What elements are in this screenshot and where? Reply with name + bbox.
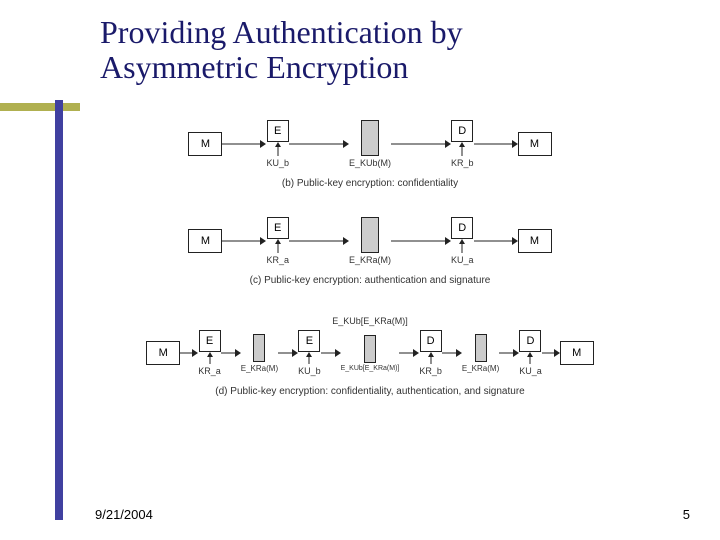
arrow-icon (289, 138, 349, 150)
key-label: KR_b (451, 158, 474, 168)
decrypt-op-b: D KR_b (451, 120, 474, 168)
encrypt-op-c: E KR_a (266, 217, 289, 265)
arrow-icon (474, 235, 518, 247)
caption-b: (b) Public-key encryption: confidentiali… (282, 178, 458, 189)
title-line-2: Asymmetric Encryption (100, 49, 408, 85)
key-arrow-up-icon (304, 352, 314, 364)
arrow-icon (391, 235, 451, 247)
key-label: KR_a (198, 366, 221, 376)
op-encrypt: E (267, 217, 289, 239)
encrypt-op-b: E KU_b (266, 120, 289, 168)
key-label: KU_b (298, 366, 321, 376)
encrypt1-d: E KR_a (198, 330, 221, 376)
key-arrow-up-icon (525, 352, 535, 364)
arrow-icon (221, 347, 241, 359)
footer-date: 9/21/2004 (95, 507, 153, 522)
cipher-label: E_KRa(M) (349, 255, 391, 265)
ciphertext-c: E_KRa(M) (349, 217, 391, 265)
cipher-box (475, 334, 487, 362)
key-label: KR_a (266, 255, 289, 265)
key-arrow-up-icon (457, 239, 467, 253)
plaintext-box: M (188, 229, 222, 253)
key-arrow-up-icon (273, 142, 283, 156)
plaintext-box: M (518, 132, 552, 156)
op-decrypt: D (420, 330, 442, 352)
cipher1-d: E_KRa(M) (241, 334, 278, 373)
ciphertext-b: E_KUb(M) (349, 120, 391, 168)
diagram-row-b: M E KU_b E_KUb(M) D KR_b (90, 120, 650, 189)
op-decrypt: D (451, 217, 473, 239)
diagram-content: M E KU_b E_KUb(M) D KR_b (90, 120, 650, 425)
flow-d: M E KR_a E_KRa(M) E KU_b (146, 330, 594, 376)
plaintext-box: M (560, 341, 594, 365)
plaintext-box: M (146, 341, 180, 365)
caption-c: (c) Public-key encryption: authenticatio… (250, 275, 491, 286)
title-line-1: Providing Authentication by (100, 14, 463, 50)
key-arrow-up-icon (457, 142, 467, 156)
cipher-box (361, 120, 379, 156)
key-arrow-up-icon (426, 352, 436, 364)
top-label-d: E_KUb[E_KRa(M)] (332, 316, 408, 326)
key-label: KU_a (519, 366, 542, 376)
arrow-icon (180, 347, 198, 359)
slide-title: Providing Authentication by Asymmetric E… (100, 15, 463, 85)
cipher-box (361, 217, 379, 253)
accent-horizontal-bar (0, 103, 80, 111)
cipher-label: E_KUb[E_KRa(M)] (341, 365, 400, 372)
arrow-icon (399, 347, 419, 359)
cipher-box (253, 334, 265, 362)
arrow-icon (321, 347, 341, 359)
decrypt-op-c: D KU_a (451, 217, 474, 265)
cipher-box (364, 335, 376, 363)
caption-d: (d) Public-key encryption: confidentiali… (215, 386, 524, 397)
plaintext-box: M (188, 132, 222, 156)
flow-b: M E KU_b E_KUb(M) D KR_b (188, 120, 551, 168)
arrow-icon (289, 235, 349, 247)
encrypt2-d: E KU_b (298, 330, 321, 376)
diagram-row-d: E_KUb[E_KRa(M)] M E KR_a E_KRa(M) E (90, 314, 650, 397)
key-arrow-up-icon (205, 352, 215, 364)
footer-page-number: 5 (683, 507, 690, 522)
arrow-icon (222, 138, 266, 150)
diagram-row-c: M E KR_a E_KRa(M) D KU_a (90, 217, 650, 286)
op-encrypt: E (267, 120, 289, 142)
cipher2-d: E_KUb[E_KRa(M)] (341, 335, 400, 372)
op-decrypt: D (451, 120, 473, 142)
key-label: KU_b (266, 158, 289, 168)
slide: Providing Authentication by Asymmetric E… (0, 0, 720, 540)
arrow-icon (474, 138, 518, 150)
cipher-label: E_KRa(M) (241, 364, 278, 373)
arrow-icon (278, 347, 298, 359)
cipher-label: E_KUb(M) (349, 158, 391, 168)
arrow-icon (391, 138, 451, 150)
arrow-icon (222, 235, 266, 247)
op-encrypt: E (199, 330, 221, 352)
accent-vertical-bar (55, 100, 63, 520)
key-label: KR_b (419, 366, 442, 376)
arrow-icon (499, 347, 519, 359)
plaintext-box: M (518, 229, 552, 253)
arrow-icon (442, 347, 462, 359)
cipher3-d: E_KRa(M) (462, 334, 499, 373)
op-decrypt: D (519, 330, 541, 352)
key-arrow-up-icon (273, 239, 283, 253)
flow-c: M E KR_a E_KRa(M) D KU_a (188, 217, 551, 265)
cipher-label: E_KRa(M) (462, 364, 499, 373)
key-label: KU_a (451, 255, 474, 265)
decrypt1-d: D KR_b (419, 330, 442, 376)
op-encrypt: E (298, 330, 320, 352)
arrow-icon (542, 347, 560, 359)
decrypt2-d: D KU_a (519, 330, 542, 376)
